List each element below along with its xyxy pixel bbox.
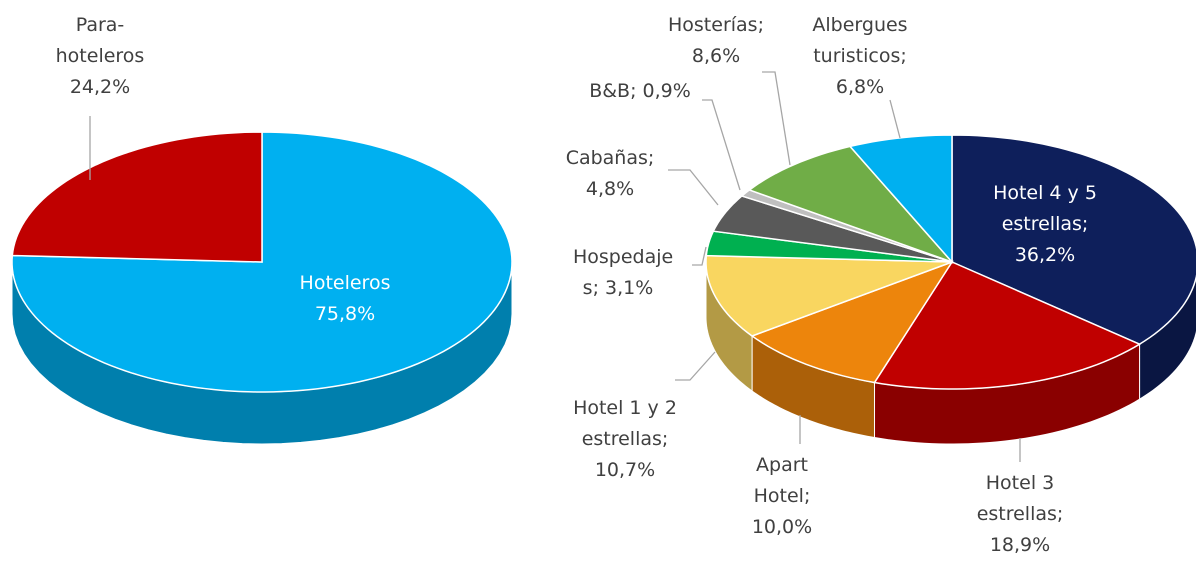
value-label: 4,8% — [585, 178, 635, 200]
pie-slice — [951, 134, 1196, 346]
value-label: 0,9% — [642, 80, 691, 102]
data-label: Hoteleros 75,8% — [275, 268, 415, 330]
data-label: Hotel 4 y 5 estrellas; 36,2% — [975, 178, 1115, 271]
value-label: 6,8% — [835, 76, 885, 98]
pie-slice — [11, 131, 263, 263]
leader-line — [889, 99, 901, 139]
value-label: 36,2% — [1014, 244, 1076, 266]
pie-slice — [750, 260, 954, 384]
data-label: Hospedaje s; 3,1% — [573, 242, 673, 304]
leader-line — [762, 71, 791, 166]
pie-slice — [712, 195, 953, 263]
value-label: 24,2% — [69, 76, 131, 98]
value-label: 75,8% — [314, 303, 376, 325]
value-label: 10,0% — [751, 516, 813, 538]
value-label: 10,7% — [594, 459, 656, 481]
pie-slice — [873, 261, 1142, 390]
data-label: Para-hoteleros 24,2% — [45, 10, 155, 103]
category-label: Hotel 3 estrellas; — [976, 472, 1064, 525]
leader-line — [675, 351, 716, 381]
value-label: 8,6% — [691, 45, 741, 67]
data-label: Hotel 1 y 2 estrellas; 10,7% — [560, 393, 690, 486]
category-label: Hospedaje s; — [573, 246, 674, 299]
pie-slice — [705, 254, 953, 337]
category-label: Hotel 4 y 5 estrellas; — [993, 182, 1097, 235]
category-label: Albergues turisticos; — [812, 14, 908, 67]
category-label: Cabañas; — [565, 147, 655, 169]
value-label: 3,1% — [605, 277, 654, 299]
category-label: Para-hoteleros — [55, 14, 145, 67]
pie-slice — [747, 145, 955, 264]
category-label: Apart Hotel; — [753, 454, 811, 507]
category-label: Hosterías; — [668, 14, 764, 36]
leader-line — [668, 169, 719, 206]
data-label: B&B; 0,9% — [570, 76, 710, 107]
value-label: 18,9% — [989, 534, 1051, 556]
data-label: Hosterías; 8,6% — [666, 10, 766, 72]
category-label: B&B; — [589, 80, 637, 102]
data-label: Albergues turisticos; 6,8% — [810, 10, 910, 103]
data-label: Apart Hotel; 10,0% — [742, 450, 822, 543]
data-label: Cabañas; 4,8% — [555, 143, 665, 205]
leader-line — [692, 246, 707, 266]
category-label: Hotel 1 y 2 estrellas; — [573, 397, 677, 450]
data-label: Hotel 3 estrellas; 18,9% — [965, 468, 1075, 561]
category-label: Hoteleros — [299, 272, 391, 294]
leader-line — [702, 99, 741, 191]
